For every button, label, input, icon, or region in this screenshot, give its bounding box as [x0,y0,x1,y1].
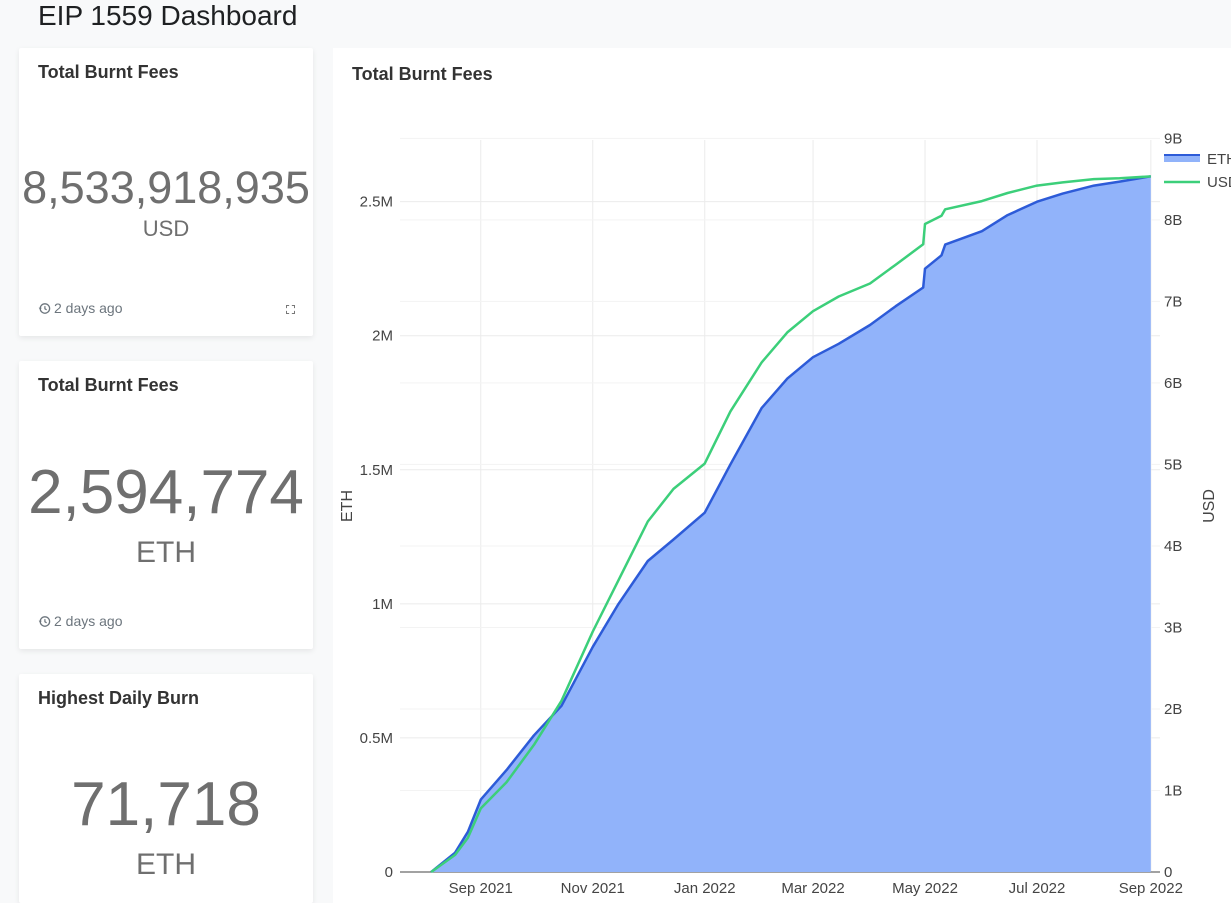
y-left-axis-title: ETH [339,490,356,522]
burnt-fees-chart[interactable]: Sep 2021 Nov 2021 Jan 2022 Mar 2022 May 2022… [333,48,1231,903]
stat-value: 2,594,774 [28,458,304,527]
y-right-tick-label: 2B [1164,701,1182,718]
y-left-tick-label: 2M [372,328,393,345]
card-title: Total Burnt Fees [38,62,179,82]
stat-unit: ETH [136,536,196,569]
y-left-tick-label: 1.5M [360,462,393,479]
stat-value: 71,718 [71,770,261,839]
x-tick-label: Sep 2021 [449,880,513,897]
x-tick-label: May 2022 [892,880,958,897]
history-icon [38,302,51,314]
y-right-tick-label: 7B [1164,293,1182,310]
y-right-tick-label: 3B [1164,619,1182,636]
usd-series-line [430,175,1151,874]
last-updated-text: 2 days ago [54,300,123,316]
x-tick-label: Sep 2022 [1119,880,1183,897]
x-tick-label: Jul 2022 [1009,880,1066,897]
total-burnt-fees-usd-card: Total Burnt Fees 8,533,918,935 USD 2 day… [19,48,313,336]
y-left-tick-label: 2.5M [360,194,393,211]
y-left-tick-label: 0 [385,864,393,881]
expand-icon[interactable] [286,305,295,314]
highest-daily-burn-card: Highest Daily Burn 71,718 ETH [19,674,313,903]
stat-value: 8,533,918,935 [22,162,310,213]
last-updated-text: 2 days ago [54,613,123,629]
eth-area [431,176,1151,873]
y-right-tick-label: 9B [1164,130,1182,147]
stat-unit: USD [142,216,190,241]
x-tick-label: Nov 2021 [561,880,625,897]
eth-series-line [430,175,1152,873]
last-updated: 2 days ago [38,613,123,629]
legend-usd-label: USD [1207,174,1231,191]
y-left-tick-label: 1M [372,596,393,613]
y-left-tick-label: 0.5M [360,730,393,747]
y-right-tick-label: 4B [1164,538,1182,555]
y-right-tick-label: 5B [1164,456,1182,473]
x-tick-label: Mar 2022 [781,880,844,897]
y-right-tick-label: 6B [1164,375,1182,392]
y-right-tick-label: 1B [1164,782,1182,799]
y-right-tick-label: 8B [1164,212,1182,229]
last-updated: 2 days ago [38,300,123,316]
x-tick-label: Jan 2022 [674,880,736,897]
y-right-tick-label: 0 [1164,864,1172,881]
card-title: Highest Daily Burn [38,688,200,708]
card-title: Total Burnt Fees [38,375,179,395]
page-title: EIP 1559 Dashboard [38,0,298,31]
stat-unit: ETH [136,848,196,881]
legend-eth-swatch [1164,154,1200,162]
chart-title: Total Burnt Fees [352,64,493,84]
total-burnt-fees-chart-card: Total Burnt Fees Sep 2021 Nov 2021 Jan 202… [333,48,1231,903]
y-right-axis-title: USD [1201,489,1218,523]
history-icon [38,615,51,627]
legend-eth-label: ETH [1207,151,1231,168]
total-burnt-fees-eth-card: Total Burnt Fees 2,594,774 ETH 2 days ag… [19,361,313,649]
